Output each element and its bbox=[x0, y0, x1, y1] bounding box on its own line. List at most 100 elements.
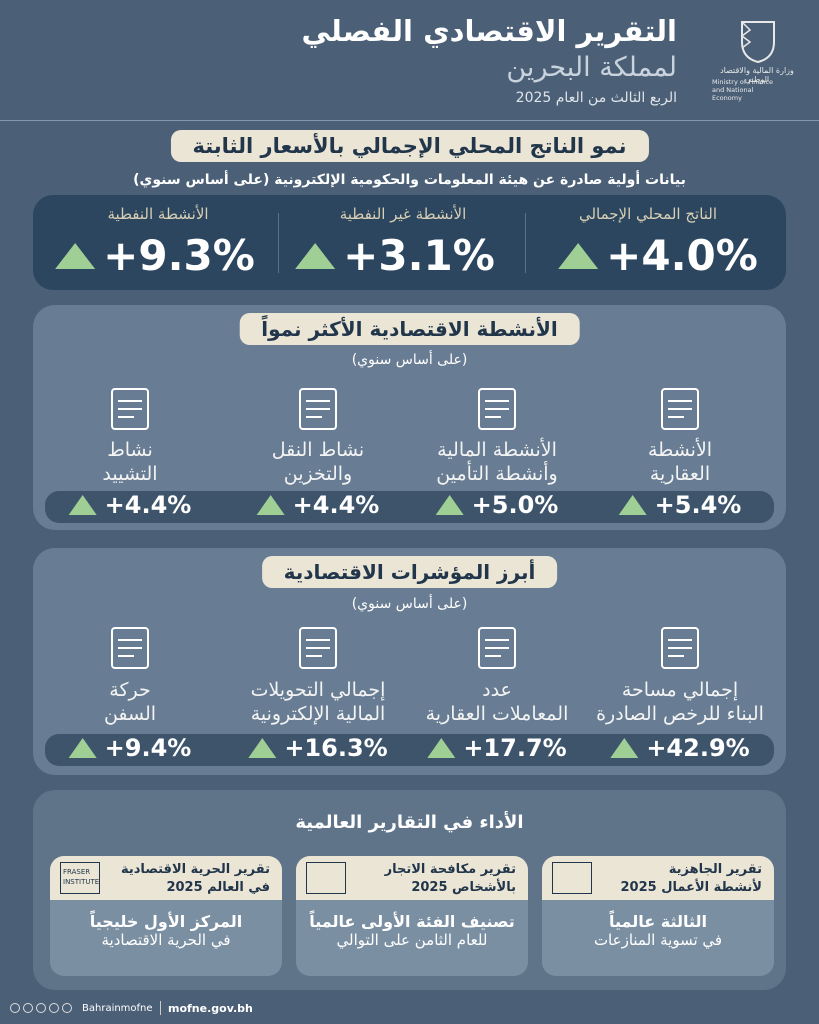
item-label: عدد المعاملات العقارية bbox=[397, 678, 597, 726]
card-result: تصنيف الفئة الأولى عالمياً للعام الثامن ع… bbox=[296, 900, 528, 949]
icon bbox=[478, 388, 516, 430]
report-subtitle: لمملكة البحرين bbox=[506, 52, 677, 83]
item-label: إجمالي التحويلات المالية الإلكترونية bbox=[218, 678, 418, 726]
gdp-label: الأنشطة النفطية bbox=[107, 205, 209, 223]
report-name: تقرير الحرية الاقتصادية bbox=[121, 862, 270, 877]
global-title: الأداء في التقارير العالمية bbox=[295, 812, 524, 833]
report-card: تقرير مكافحة الاتجار بالأشخاص 2025 تصنيف ا… bbox=[296, 856, 528, 976]
result-line: في تسوية المنازعات bbox=[593, 931, 723, 949]
icon[interactable] bbox=[23, 1003, 33, 1013]
report-name: في العالم 2025 bbox=[166, 880, 270, 895]
icon[interactable] bbox=[49, 1003, 59, 1013]
report-logo bbox=[306, 862, 346, 894]
gdp-value: +4.0% bbox=[558, 231, 758, 280]
ministry-emblem bbox=[740, 21, 775, 64]
item-label-line: إجمالي التحويلات bbox=[250, 679, 386, 701]
report-card: تقرير الجاهزية لأنشطة الأعمال 2025 الثالثة… bbox=[542, 856, 774, 976]
value-strip bbox=[45, 491, 774, 523]
indicators-title: أبرز المؤشرات الاقتصادية bbox=[261, 556, 558, 588]
report-logo: FRASER INSTITUTE bbox=[60, 862, 100, 894]
ministry-name-ar: وزارة المالية والاقتصاد الوطني bbox=[720, 66, 794, 84]
card-header: تقرير الحرية الاقتصادية في العالم 2025 FRA… bbox=[50, 856, 282, 900]
divider bbox=[525, 213, 526, 273]
item-label-line: إجمالي مساحة bbox=[621, 679, 739, 701]
gdp-label: الأنشطة غير النفطية bbox=[339, 205, 467, 223]
result-line: المركز الأول خليجياً bbox=[89, 912, 243, 931]
divider bbox=[0, 120, 819, 121]
result-line: الثالثة عالمياً bbox=[608, 912, 708, 931]
up-arrow bbox=[427, 738, 456, 758]
item-label-line: السفن bbox=[103, 703, 157, 725]
item-label: نشاط النقل والتخزين bbox=[218, 438, 418, 486]
item-label-line: المعاملات العقارية bbox=[425, 703, 569, 725]
item-label-line: والتخزين bbox=[283, 463, 353, 485]
item-label-line: التشييد bbox=[102, 463, 158, 485]
gdp-value: +9.3% bbox=[55, 231, 255, 280]
report-card: تقرير الحرية الاقتصادية في العالم 2025 FRA… bbox=[50, 856, 282, 976]
icon[interactable] bbox=[62, 1003, 72, 1013]
icon bbox=[661, 388, 699, 430]
item-value-text: +16.3% bbox=[284, 734, 388, 762]
result-line: تصنيف الفئة الأولى عالمياً bbox=[309, 912, 515, 931]
up-arrow bbox=[68, 738, 97, 758]
logo-text: FRASER bbox=[63, 868, 91, 876]
item-label-line: البناء للرخص الصادرة bbox=[596, 703, 764, 725]
gdp-value-text: +4.0% bbox=[606, 231, 758, 280]
report-name: تقرير الجاهزية bbox=[668, 862, 762, 877]
item-value: +17.7% bbox=[427, 734, 567, 762]
icon[interactable] bbox=[36, 1003, 46, 1013]
item-value: +4.4% bbox=[256, 491, 379, 519]
item-value: +4.4% bbox=[68, 491, 192, 519]
value-strip bbox=[45, 734, 774, 766]
gdp-band: الناتج المحلي الإجمالي الأنشطة غير النفط… bbox=[33, 195, 786, 290]
up-arrow bbox=[295, 242, 336, 269]
item-label: إجمالي مساحة البناء للرخص الصادرة bbox=[580, 678, 780, 726]
icon bbox=[478, 627, 516, 669]
report-title: التقرير الاقتصادي الفصلي bbox=[301, 14, 677, 48]
item-value-text: +5.4% bbox=[654, 491, 742, 519]
item-label-line: نشاط bbox=[107, 439, 153, 461]
indicators-note: (على أساس سنوي) bbox=[351, 596, 468, 612]
icon bbox=[111, 388, 149, 430]
card-header: تقرير مكافحة الاتجار بالأشخاص 2025 bbox=[296, 856, 528, 900]
item-label-line: الأنشطة bbox=[647, 439, 713, 461]
social-handle: Bahrainmofne bbox=[82, 1003, 153, 1014]
gdp-value: +3.1% bbox=[295, 231, 495, 280]
sectors-note: (على أساس سنوي) bbox=[351, 352, 468, 368]
divider bbox=[160, 1001, 161, 1015]
divider bbox=[278, 213, 279, 273]
logo-text: INSTITUTE bbox=[63, 878, 100, 886]
report-name: لأنشطة الأعمال 2025 bbox=[620, 880, 762, 895]
gdp-note: بيانات أولية صادرة عن هيئة المعلومات وال… bbox=[133, 172, 686, 188]
item-label-line: حركة bbox=[109, 679, 151, 701]
website[interactable]: mofne.gov.bh bbox=[168, 1002, 253, 1015]
card-result: المركز الأول خليجياً في الحرية الاقتصادية bbox=[50, 900, 282, 949]
icon bbox=[299, 627, 337, 669]
report-logo bbox=[552, 862, 592, 894]
item-label-line: المالية الإلكترونية bbox=[250, 703, 386, 725]
item-label-line: الأنشطة المالية bbox=[437, 439, 557, 461]
item-value: +42.9% bbox=[610, 734, 750, 762]
item-value: +5.4% bbox=[618, 491, 742, 519]
card-header: تقرير الجاهزية لأنشطة الأعمال 2025 bbox=[542, 856, 774, 900]
sectors-title: الأنشطة الاقتصادية الأكثر نمواً bbox=[239, 313, 580, 345]
item-value-text: +4.4% bbox=[104, 491, 192, 519]
gdp-value-text: +9.3% bbox=[103, 231, 255, 280]
result-line: للعام الثامن على التوالي bbox=[336, 931, 488, 949]
item-value-text: +17.7% bbox=[463, 734, 567, 762]
up-arrow bbox=[558, 242, 599, 269]
icon bbox=[299, 388, 337, 430]
up-arrow bbox=[435, 495, 464, 515]
item-value: +9.4% bbox=[68, 734, 191, 762]
item-value-text: +42.9% bbox=[646, 734, 750, 762]
item-label-line: العقارية bbox=[649, 463, 711, 485]
item-label-line: عدد bbox=[482, 679, 512, 701]
icon[interactable] bbox=[10, 1003, 20, 1013]
item-label: حركة السفن bbox=[30, 678, 230, 726]
report-name: بالأشخاص 2025 bbox=[411, 880, 516, 895]
up-arrow bbox=[248, 738, 277, 758]
up-arrow bbox=[68, 495, 97, 515]
item-label-line: نشاط النقل bbox=[271, 439, 365, 461]
icon bbox=[111, 627, 149, 669]
